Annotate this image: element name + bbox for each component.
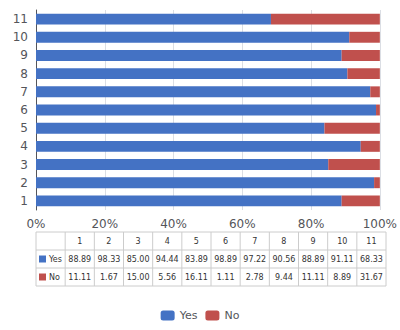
svg-text:10: 10 [13,30,28,44]
svg-text:3: 3 [136,237,141,246]
svg-text:91.11: 91.11 [331,255,354,264]
svg-text:85.00: 85.00 [127,255,150,264]
svg-text:31.67: 31.67 [360,273,383,282]
svg-text:8: 8 [20,67,28,81]
svg-text:10: 10 [337,237,347,246]
svg-text:100%: 100% [363,217,397,231]
svg-text:1: 1 [20,194,28,208]
svg-text:68.33: 68.33 [360,255,383,264]
svg-text:83.89: 83.89 [185,255,208,264]
svg-text:16.11: 16.11 [185,273,208,282]
svg-text:No: No [49,273,60,282]
svg-text:1: 1 [77,237,82,246]
svg-text:8.89: 8.89 [333,273,351,282]
svg-text:2.78: 2.78 [246,273,264,282]
svg-text:98.33: 98.33 [97,255,120,264]
svg-text:6: 6 [20,103,28,117]
svg-text:9: 9 [311,237,316,246]
svg-text:5: 5 [20,121,28,135]
svg-text:1.67: 1.67 [100,273,118,282]
svg-text:2: 2 [106,237,111,246]
svg-text:11: 11 [366,237,376,246]
svg-text:3: 3 [20,158,28,172]
svg-text:8: 8 [281,237,286,246]
svg-text:Yes: Yes [179,309,198,322]
svg-text:5.56: 5.56 [158,273,176,282]
svg-text:11: 11 [13,12,28,26]
svg-text:No: No [224,309,239,322]
svg-text:20%: 20% [91,217,118,231]
svg-text:97.22: 97.22 [243,255,266,264]
svg-text:0%: 0% [26,217,45,231]
svg-text:7: 7 [252,237,257,246]
svg-text:60%: 60% [229,217,256,231]
svg-text:11.11: 11.11 [302,273,325,282]
svg-text:98.89: 98.89 [214,255,237,264]
svg-text:4: 4 [20,139,28,153]
svg-text:88.89: 88.89 [68,255,91,264]
svg-text:80%: 80% [298,217,325,231]
svg-text:9.44: 9.44 [275,273,293,282]
svg-text:40%: 40% [160,217,187,231]
svg-text:15.00: 15.00 [127,273,150,282]
svg-text:7: 7 [20,85,28,99]
svg-text:9: 9 [20,48,28,62]
svg-text:90.56: 90.56 [272,255,295,264]
svg-text:4: 4 [165,237,170,246]
svg-text:11.11: 11.11 [68,273,91,282]
svg-text:Yes: Yes [48,255,62,264]
svg-text:88.89: 88.89 [302,255,325,264]
svg-text:5: 5 [194,237,199,246]
svg-text:94.44: 94.44 [156,255,179,264]
svg-text:1.11: 1.11 [217,273,235,282]
svg-text:6: 6 [223,237,228,246]
svg-text:2: 2 [20,176,28,190]
